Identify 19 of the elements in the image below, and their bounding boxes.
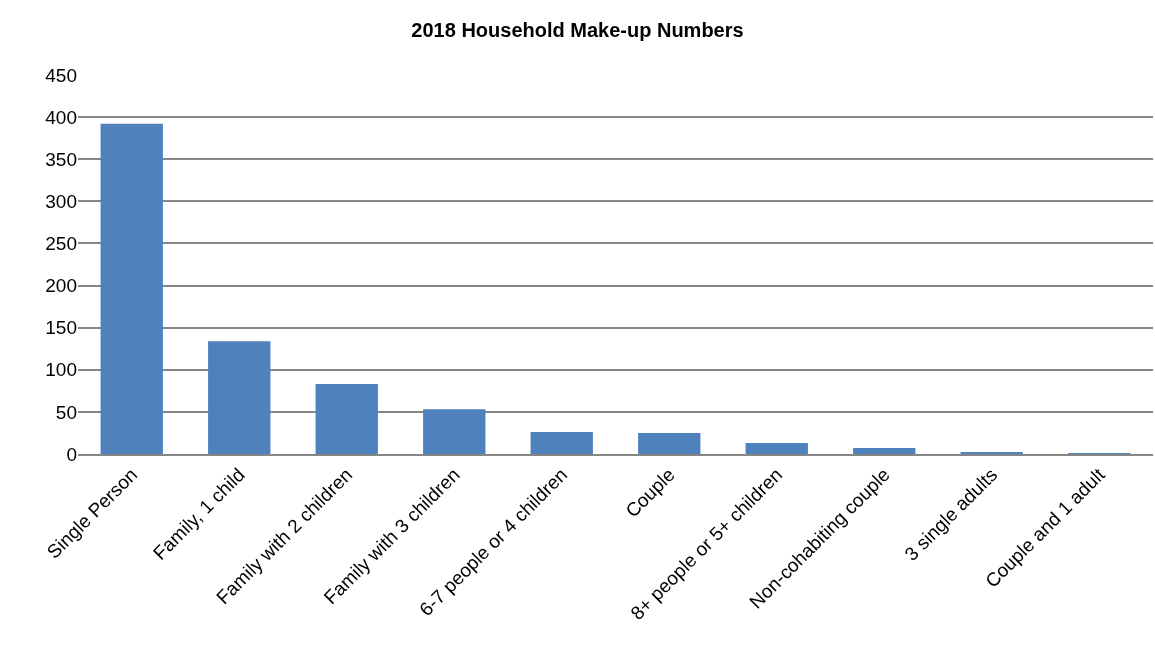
bar — [638, 432, 701, 454]
y-tick-label: 100 — [45, 359, 77, 381]
bar — [315, 384, 378, 454]
y-tick-label: 150 — [45, 317, 77, 339]
y-tick-label: 400 — [45, 106, 77, 128]
bar — [423, 409, 486, 454]
y-tick-label: 0 — [66, 443, 77, 465]
bar — [100, 123, 163, 454]
y-tick-label: 250 — [45, 233, 77, 255]
y-tick-label: 450 — [45, 64, 77, 86]
bar — [208, 341, 271, 454]
y-tick-label: 50 — [55, 401, 77, 423]
bar — [853, 448, 916, 454]
y-tick-label: 300 — [45, 190, 77, 212]
chart-title: 2018 Household Make-up Numbers — [411, 19, 744, 42]
bar — [530, 432, 593, 454]
y-tick-label: 350 — [45, 148, 77, 170]
y-tick-label: 200 — [45, 275, 77, 297]
bar — [745, 443, 808, 454]
